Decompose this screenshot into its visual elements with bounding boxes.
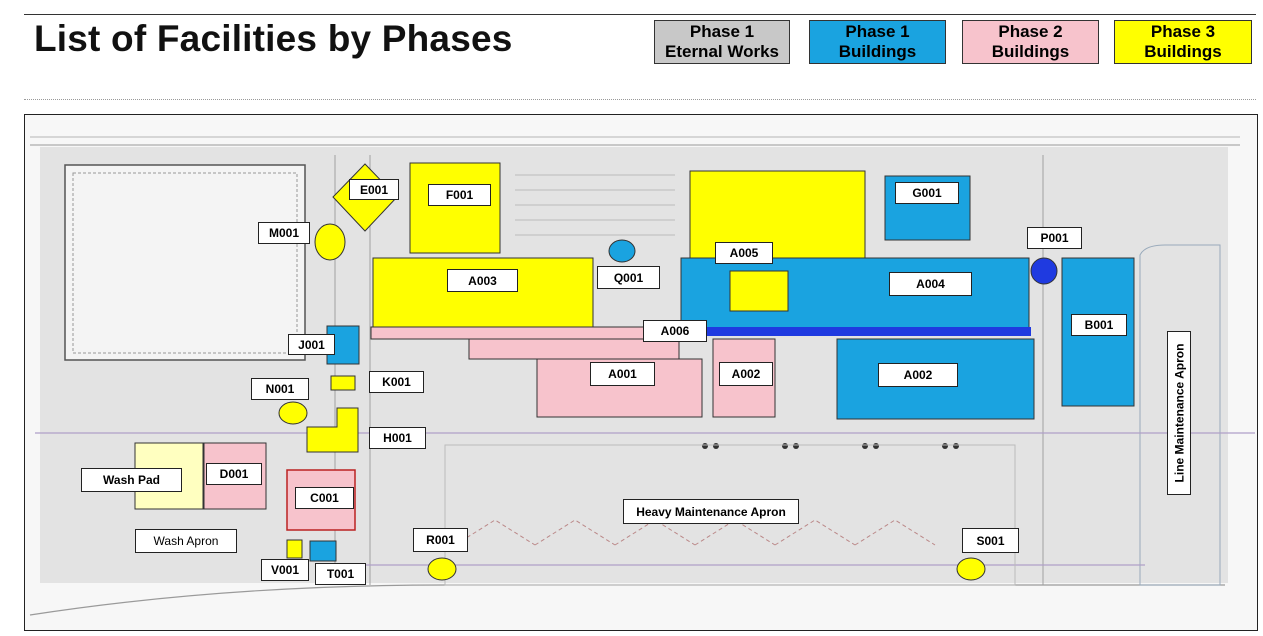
label-line-maintenance-apron: Line Maintenance Apron bbox=[1167, 331, 1191, 495]
label-A001: A001 bbox=[590, 362, 655, 386]
header-rule bbox=[24, 14, 1256, 15]
building-V001 bbox=[286, 539, 303, 559]
building-N001 bbox=[278, 401, 308, 425]
label-wash-pad: Wash Pad bbox=[81, 468, 182, 492]
label-C001: C001 bbox=[295, 487, 354, 509]
page-title: List of Facilities by Phases bbox=[34, 18, 513, 59]
building-P001 bbox=[1030, 257, 1058, 285]
legend-phase2-buildings-line1: Phase 2 bbox=[998, 22, 1063, 41]
road-bottom bbox=[29, 584, 1225, 616]
legend-phase1-buildings: Phase 1 Buildings bbox=[809, 20, 946, 64]
building-A006 bbox=[370, 326, 684, 340]
label-Q001: Q001 bbox=[597, 266, 660, 289]
building-F001 bbox=[409, 162, 501, 254]
building-H001 bbox=[306, 407, 359, 453]
building-K001 bbox=[330, 375, 356, 391]
header-divider bbox=[24, 99, 1256, 100]
building-A006-lower bbox=[468, 338, 680, 360]
label-N001: N001 bbox=[251, 378, 309, 400]
legend-phase3-buildings: Phase 3 Buildings bbox=[1114, 20, 1252, 64]
legend-phase1-buildings-line2: Buildings bbox=[838, 42, 917, 61]
building-S001 bbox=[956, 557, 986, 581]
legend-phase2-buildings: Phase 2 Buildings bbox=[962, 20, 1099, 64]
label-B001: B001 bbox=[1071, 314, 1127, 336]
building-A005-inset bbox=[729, 270, 789, 312]
blue-strip bbox=[681, 327, 1031, 336]
label-G001: G001 bbox=[895, 182, 959, 204]
building-M001 bbox=[314, 223, 346, 261]
heavy-apron-outline bbox=[444, 444, 1016, 586]
label-A004: A004 bbox=[889, 272, 972, 296]
legend-phase1-external-line2: Eternal Works bbox=[664, 42, 779, 61]
label-A003: A003 bbox=[447, 269, 518, 292]
site-plan: E001 F001 G001 M001 A005 P001 A003 Q001 … bbox=[24, 114, 1258, 631]
label-T001: T001 bbox=[315, 563, 366, 585]
site-plan-drawing bbox=[29, 136, 1255, 616]
legend-phase1-external-line1: Phase 1 bbox=[689, 22, 755, 41]
legend-phase3-buildings-line1: Phase 3 bbox=[1150, 22, 1216, 41]
parking-rows bbox=[515, 174, 675, 236]
existing-hangar-inner bbox=[72, 172, 298, 354]
label-S001: S001 bbox=[962, 528, 1019, 553]
label-V001: V001 bbox=[261, 559, 309, 581]
label-A005: A005 bbox=[715, 242, 773, 264]
label-wash-apron: Wash Apron bbox=[135, 529, 237, 553]
label-R001: R001 bbox=[413, 528, 468, 552]
label-K001: K001 bbox=[369, 371, 424, 393]
building-T001 bbox=[309, 540, 337, 562]
label-E001: E001 bbox=[349, 179, 399, 200]
label-line-maintenance-apron-text: Line Maintenance Apron bbox=[1172, 343, 1186, 483]
label-A006: A006 bbox=[643, 320, 707, 342]
label-M001: M001 bbox=[258, 222, 310, 244]
building-R001 bbox=[427, 557, 457, 581]
line-maintenance-boundary bbox=[1139, 244, 1221, 586]
legend-phase1-external: Phase 1 Eternal Works bbox=[654, 20, 790, 64]
label-D001: D001 bbox=[206, 463, 262, 485]
label-J001: J001 bbox=[288, 334, 335, 355]
label-H001: H001 bbox=[369, 427, 426, 449]
label-A002-east: A002 bbox=[878, 363, 958, 387]
label-A002-west: A002 bbox=[719, 362, 773, 386]
apron-stands bbox=[454, 519, 936, 546]
building-Q001 bbox=[608, 239, 636, 263]
label-F001: F001 bbox=[428, 184, 491, 206]
legend-phase1-buildings-line1: Phase 1 bbox=[845, 22, 910, 41]
legend-phase2-buildings-line2: Buildings bbox=[991, 42, 1070, 61]
existing-hangar bbox=[64, 164, 306, 361]
label-P001: P001 bbox=[1027, 227, 1082, 249]
label-heavy-maintenance-apron: Heavy Maintenance Apron bbox=[623, 499, 799, 524]
legend-phase3-buildings-line2: Buildings bbox=[1144, 42, 1222, 61]
